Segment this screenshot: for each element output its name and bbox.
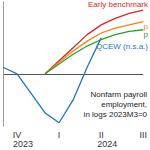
svg-text:2023: 2023 xyxy=(13,139,33,149)
svg-text:Nonfarm payroll: Nonfarm payroll xyxy=(91,90,148,99)
svg-text:p: p xyxy=(143,22,148,32)
svg-text:IV: IV xyxy=(13,130,22,140)
svg-text:2024: 2024 xyxy=(97,139,117,149)
svg-text:in logs 2023M3=0: in logs 2023M3=0 xyxy=(84,110,148,119)
svg-text:Early benchmark: Early benchmark xyxy=(88,0,149,9)
svg-text:II: II xyxy=(99,130,104,140)
svg-text:employment,: employment, xyxy=(101,100,147,109)
svg-text:I: I xyxy=(58,130,61,140)
svg-text:III: III xyxy=(139,130,147,140)
svg-text:p: p xyxy=(144,30,149,39)
svg-text:QCEW (n.s.a.): QCEW (n.s.a.) xyxy=(96,42,148,51)
